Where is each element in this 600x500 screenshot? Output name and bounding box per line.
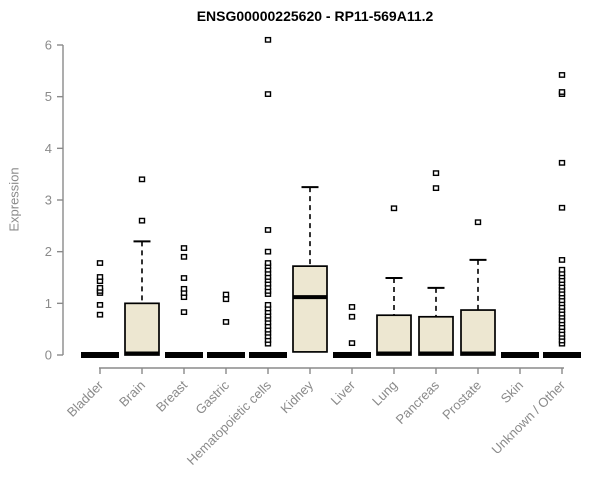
y-tick-label: 3	[45, 193, 52, 208]
outlier-point	[264, 36, 272, 43]
x-tick-label: Skin	[498, 378, 526, 406]
outlier-point	[180, 275, 188, 281]
y-tick-label: 1	[45, 296, 52, 311]
outlier-point	[180, 309, 188, 316]
flat-bar-Hematopoietic cells	[249, 352, 287, 358]
outlier-point	[180, 245, 188, 251]
y-tick-label: 5	[45, 89, 52, 104]
box-Brain	[124, 302, 160, 356]
outlier-point	[138, 217, 146, 224]
outlier-point	[348, 313, 356, 320]
outlier-point	[558, 204, 566, 211]
flat-bar-Liver	[333, 352, 371, 358]
x-tick-label: Bladder	[64, 377, 107, 420]
outlier-point	[558, 159, 566, 166]
outlier-point	[96, 301, 104, 308]
chart-title: ENSG00000225620 - RP11-569A11.2	[196, 8, 434, 24]
outlier-point	[348, 340, 356, 347]
x-tick-label: Gastric	[192, 377, 232, 417]
outlier-point	[432, 170, 440, 177]
outlier-point	[222, 291, 230, 298]
box-Kidney	[292, 265, 328, 353]
x-tick-label: Breast	[153, 377, 190, 414]
outlier-point	[138, 176, 146, 183]
outlier-point	[558, 72, 566, 78]
x-tick-label: Pancreas	[393, 377, 443, 427]
outlier-point	[390, 205, 398, 212]
outlier-point	[558, 257, 566, 263]
outlier-point	[264, 91, 272, 97]
x-tick-label: Kidney	[277, 377, 316, 416]
outlier-point	[222, 319, 230, 325]
outlier-point	[558, 89, 566, 95]
outlier-point	[264, 248, 272, 255]
outlier-point	[348, 304, 356, 310]
outlier-point	[558, 266, 566, 273]
outlier-point	[264, 227, 272, 233]
outlier-point	[96, 274, 104, 280]
outlier-point	[264, 301, 272, 308]
outlier-point	[180, 253, 188, 260]
flat-bar-Skin	[501, 352, 539, 358]
box-Prostate	[460, 309, 496, 356]
box-Lung	[376, 314, 412, 356]
y-tick-label: 0	[45, 348, 52, 363]
flat-bar-Bladder	[81, 352, 119, 358]
outlier-point	[96, 260, 104, 266]
flat-bar-Unknown / Other	[543, 352, 581, 358]
outlier-point	[96, 311, 104, 318]
y-tick-label: 4	[45, 141, 52, 156]
outlier-point	[96, 284, 104, 291]
outlier-point	[432, 185, 440, 192]
outlier-point	[264, 260, 272, 266]
outlier-point	[222, 296, 230, 303]
outlier-point	[180, 285, 188, 292]
box-Pancreas	[418, 315, 454, 356]
x-tick-label: Liver	[328, 377, 359, 408]
y-tick-label: 6	[45, 38, 52, 53]
x-tick-label: Lung	[369, 378, 400, 409]
flat-bar-Gastric	[207, 352, 245, 358]
x-tick-label: Unknown / Other	[489, 377, 569, 457]
x-tick-label: Brain	[116, 378, 148, 410]
outlier-point	[474, 219, 482, 226]
y-tick-label: 2	[45, 244, 52, 259]
flat-bar-Breast	[165, 352, 203, 358]
x-tick-label: Prostate	[439, 378, 484, 423]
